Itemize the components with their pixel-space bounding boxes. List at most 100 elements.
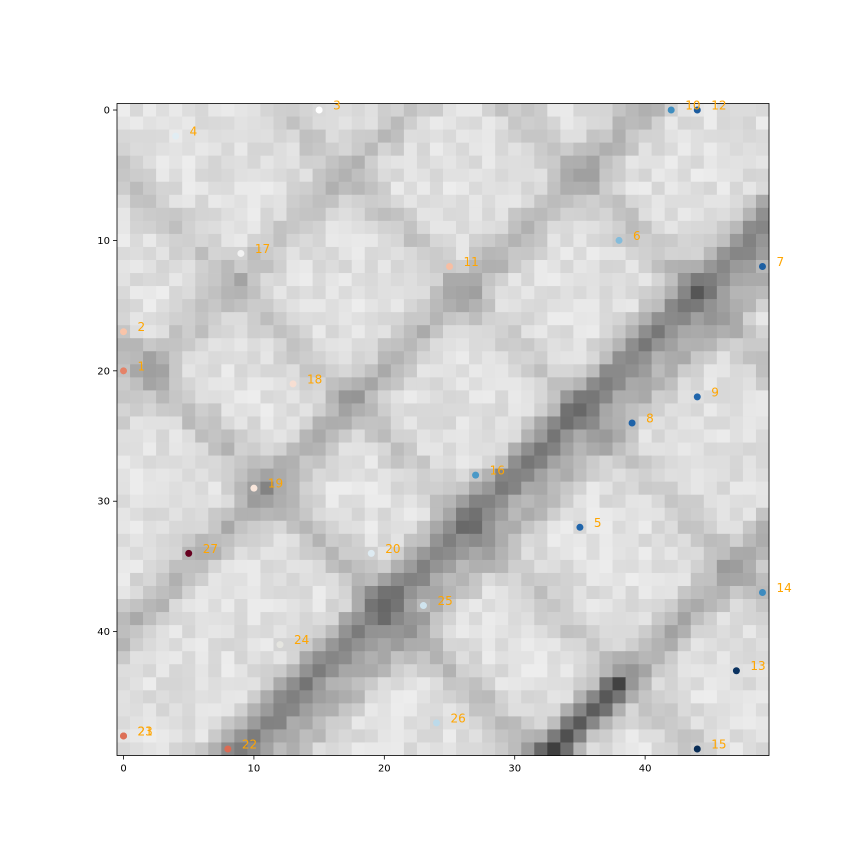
heatmap-cell — [286, 546, 300, 561]
heatmap-cell — [351, 742, 366, 756]
heatmap-cell — [703, 286, 718, 300]
heatmap-cell — [469, 416, 483, 430]
heatmap-cell — [208, 246, 222, 261]
heatmap-cell — [429, 507, 444, 522]
heatmap-cell — [351, 207, 366, 222]
heatmap-cell — [299, 116, 313, 130]
heatmap-cell — [143, 364, 157, 378]
heatmap-cell — [638, 299, 653, 313]
heatmap-cell — [508, 651, 522, 665]
heatmap-cell — [690, 142, 705, 157]
heatmap-cell — [130, 142, 144, 157]
heatmap-cell — [338, 325, 353, 339]
heatmap-cell — [638, 207, 653, 222]
heatmap-cell — [351, 442, 366, 456]
heatmap-cell — [325, 481, 340, 496]
heatmap-cell — [612, 572, 626, 587]
heatmap-cell — [169, 585, 183, 600]
heatmap-cell — [312, 572, 327, 587]
heatmap-cell — [495, 507, 509, 522]
heatmap-cell — [599, 429, 613, 443]
heatmap-cell — [208, 312, 222, 326]
heatmap-cell — [208, 585, 222, 600]
heatmap-cell — [690, 338, 705, 352]
heatmap-cell — [130, 533, 144, 548]
heatmap-cell — [286, 625, 300, 639]
heatmap-cell — [208, 129, 222, 144]
heatmap-cell — [299, 325, 313, 339]
heatmap-cell — [599, 638, 613, 652]
heatmap-cell — [416, 246, 431, 261]
heatmap-cell — [208, 546, 222, 561]
heatmap-cell — [117, 168, 131, 183]
heatmap-cell — [169, 168, 183, 183]
heatmap-cell — [247, 533, 261, 548]
heatmap-cell — [716, 416, 731, 430]
heatmap-cell — [273, 403, 287, 417]
heatmap-cell — [664, 612, 679, 626]
heatmap-cell — [547, 520, 561, 535]
heatmap-cell — [377, 273, 392, 287]
heatmap-cell — [221, 716, 235, 730]
heatmap-cell — [651, 116, 666, 130]
heatmap-cell — [599, 677, 613, 691]
x-tick-label: 0 — [120, 764, 126, 775]
heatmap-cell — [651, 259, 666, 274]
heatmap-cell — [469, 390, 483, 404]
heatmap-cell — [508, 338, 522, 352]
heatmap-cell — [729, 638, 744, 652]
heatmap-cell — [156, 716, 170, 730]
heatmap-cell — [573, 220, 587, 235]
heatmap-cell — [403, 351, 418, 365]
heatmap-cell — [130, 416, 144, 430]
heatmap-cell — [130, 338, 144, 352]
heatmap-cell — [729, 312, 744, 326]
heatmap-cell — [364, 325, 379, 339]
heatmap-cell — [273, 390, 287, 404]
heatmap-cell — [443, 129, 457, 144]
heatmap-cell — [573, 273, 587, 287]
heatmap-cell — [325, 377, 340, 391]
heatmap-cell — [325, 416, 340, 430]
heatmap-cell — [208, 716, 222, 730]
heatmap-cell — [742, 585, 757, 600]
heatmap-cell — [169, 103, 183, 117]
heatmap-cell — [443, 246, 457, 261]
heatmap-cell — [364, 468, 379, 483]
heatmap-cell — [495, 325, 509, 339]
heatmap-cell — [456, 442, 470, 456]
heatmap-cell — [443, 703, 457, 717]
heatmap-cell — [482, 599, 496, 613]
heatmap-cell — [286, 507, 300, 522]
heatmap-cell — [599, 351, 613, 365]
heatmap-cell — [703, 677, 718, 691]
heatmap-cell — [299, 455, 313, 470]
heatmap-cell — [351, 612, 366, 626]
heatmap-cell — [117, 599, 131, 613]
heatmap-cell — [273, 259, 287, 274]
x-axis: 0 10 20 30 40 — [120, 755, 651, 775]
heatmap-cell — [273, 351, 287, 365]
heatmap-cell — [482, 325, 496, 339]
heatmap-cell — [247, 246, 261, 261]
heatmap-cell — [690, 129, 705, 144]
heatmap-cell — [755, 390, 770, 404]
heatmap-cell — [169, 233, 183, 248]
heatmap-cell — [182, 194, 196, 209]
heatmap-cell — [364, 220, 379, 235]
heatmap-cell — [521, 585, 535, 600]
heatmap-cell — [351, 664, 366, 678]
heatmap-cell — [364, 351, 379, 365]
heatmap-cell — [247, 612, 261, 626]
heatmap-cell — [443, 507, 457, 522]
heatmap-cell — [586, 390, 600, 404]
heatmap-cell — [169, 116, 183, 130]
heatmap-cell — [143, 338, 157, 352]
heatmap-cell — [416, 612, 431, 626]
heatmap-cell — [195, 116, 209, 130]
heatmap-cell — [482, 677, 496, 691]
heatmap-cell — [664, 546, 679, 561]
heatmap-cell — [508, 572, 522, 587]
heatmap-cell — [469, 638, 483, 652]
heatmap-cell — [755, 507, 770, 522]
